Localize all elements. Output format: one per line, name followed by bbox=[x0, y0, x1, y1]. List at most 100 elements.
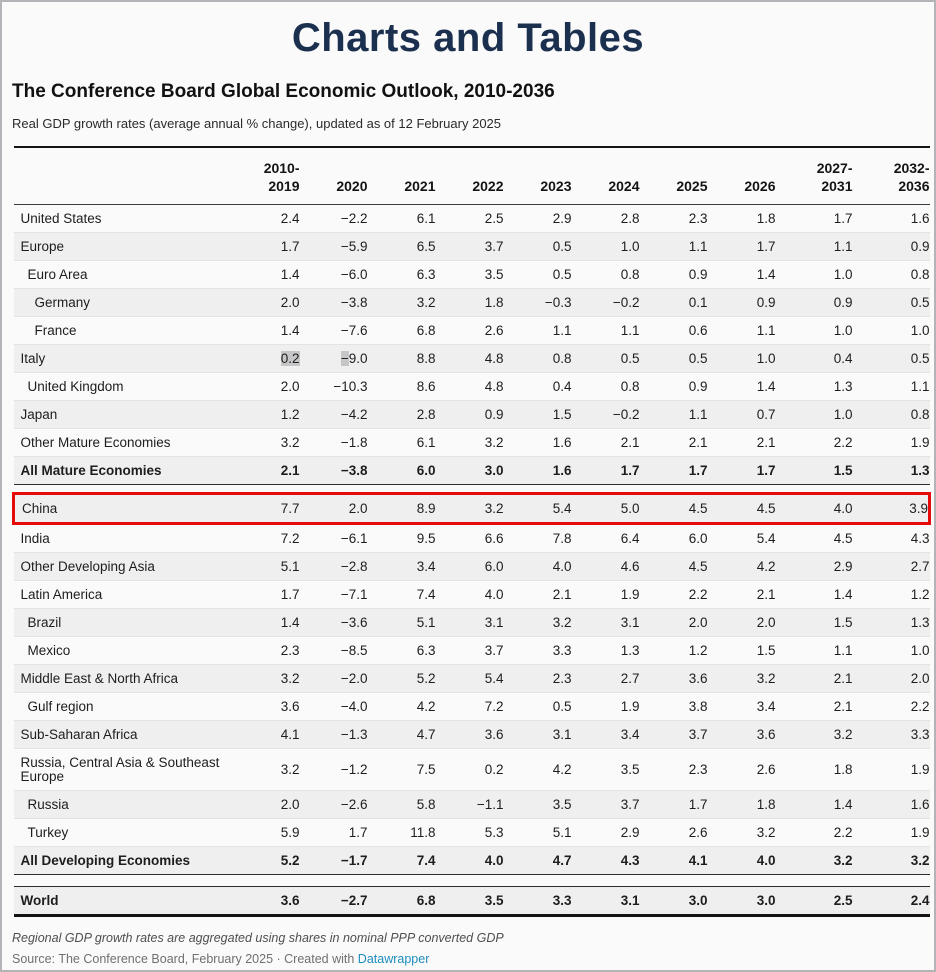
value-cell: 3.5 bbox=[571, 748, 640, 792]
chart-footer: Regional GDP growth rates are aggregated… bbox=[2, 917, 934, 966]
value-cell: 1.0 bbox=[852, 636, 930, 666]
value-cell: −6.1 bbox=[299, 523, 368, 554]
value-cell: 6.8 bbox=[367, 316, 436, 346]
value-cell: 5.1 bbox=[503, 818, 572, 848]
row-label: Italy bbox=[13, 344, 232, 374]
value-cell: 1.0 bbox=[707, 344, 776, 374]
datawrapper-link[interactable]: Datawrapper bbox=[357, 952, 430, 967]
value-cell: 0.5 bbox=[571, 344, 640, 374]
value-cell: 6.0 bbox=[639, 523, 708, 554]
value-cell: 3.2 bbox=[852, 846, 930, 876]
row-label: Euro Area bbox=[13, 260, 232, 290]
value-cell: −8.5 bbox=[299, 636, 368, 666]
value-cell: 2.1 bbox=[775, 664, 853, 694]
value-cell: 2.5 bbox=[775, 886, 853, 918]
row-spacer bbox=[14, 875, 930, 887]
value-cell: 0.6 bbox=[639, 316, 708, 346]
value-cell: 3.6 bbox=[707, 720, 776, 750]
value-cell: 1.2 bbox=[639, 636, 708, 666]
chart-description: Real GDP growth rates (average annual % … bbox=[12, 116, 502, 131]
value-cell: 1.4 bbox=[775, 790, 853, 820]
value-cell: 6.3 bbox=[367, 636, 436, 666]
value-cell: 4.0 bbox=[707, 846, 776, 876]
value-cell: 9.5 bbox=[367, 523, 436, 554]
value-cell: 2.2 bbox=[775, 818, 853, 848]
table-row-world: World 3.6 −2.7 6.8 3.5 3.3 3.1 3.0 3.0 2.5 2.4 bbox=[13, 886, 930, 918]
value-cell: 2.0 bbox=[299, 492, 368, 526]
value-cell: 5.3 bbox=[435, 818, 504, 848]
value-cell: 3.2 bbox=[707, 818, 776, 848]
value-cell: 2.3 bbox=[231, 636, 300, 666]
value-cell: 2.9 bbox=[571, 818, 640, 848]
source-line: Source: The Conference Board, February 2… bbox=[12, 952, 924, 966]
column-header: 2025 bbox=[639, 146, 708, 206]
value-cell: 6.0 bbox=[367, 456, 436, 486]
value-cell: 5.1 bbox=[231, 552, 300, 582]
value-cell: 4.5 bbox=[707, 492, 776, 526]
table-row-russia-central-asia-southeast-europe: Russia, Central Asia & Southeast Europe 3… bbox=[13, 748, 930, 792]
value-cell: 2.2 bbox=[775, 428, 853, 458]
value-cell: 1.1 bbox=[571, 316, 640, 346]
value-cell: 11.8 bbox=[367, 818, 436, 848]
value-cell: 1.0 bbox=[852, 316, 930, 346]
row-spacer bbox=[14, 485, 930, 494]
value-cell: 2.6 bbox=[639, 818, 708, 848]
value-cell: 1.6 bbox=[852, 790, 930, 820]
row-label: Gulf region bbox=[13, 692, 232, 722]
value-cell: 6.6 bbox=[435, 523, 504, 554]
value-cell: 1.4 bbox=[231, 260, 300, 290]
value-cell: −0.2 bbox=[571, 288, 640, 318]
value-cell: 7.8 bbox=[503, 523, 572, 554]
value-cell: 3.2 bbox=[231, 664, 300, 694]
value-cell: 3.7 bbox=[435, 636, 504, 666]
row-label: Brazil bbox=[13, 608, 232, 638]
row-label: Other Mature Economies bbox=[13, 428, 232, 458]
table-row-gulf-region: Gulf region 3.6 −4.0 4.2 7.2 0.5 1.9 3.8 3.4 2.1 2… bbox=[13, 692, 930, 722]
value-cell: 1.8 bbox=[435, 288, 504, 318]
value-cell: 3.1 bbox=[503, 720, 572, 750]
value-cell: −2.6 bbox=[299, 790, 368, 820]
table-row-brazil: Brazil 1.4 −3.6 5.1 3.1 3.2 3.1 2.0 2.0 1.5 1.3 bbox=[13, 608, 930, 638]
value-cell: 0.5 bbox=[852, 344, 930, 374]
value-cell: 1.9 bbox=[571, 692, 640, 722]
value-cell: 3.6 bbox=[639, 664, 708, 694]
value-cell: 1.3 bbox=[852, 608, 930, 638]
value-cell: 0.5 bbox=[503, 260, 572, 290]
value-cell: 1.1 bbox=[775, 232, 853, 262]
value-cell: 1.0 bbox=[775, 316, 853, 346]
table-header: 2010- 2019 2020 2021 2022 2023 2024 2025 2026 20… bbox=[13, 146, 930, 206]
value-cell: 2.7 bbox=[852, 552, 930, 582]
table-row-france: France 1.4 −7.6 6.8 2.6 1.1 1.1 0.6 1.1 1.0 1.0 bbox=[13, 316, 930, 346]
value-cell: 1.4 bbox=[707, 372, 776, 402]
source-text: Source: The Conference Board, February 2… bbox=[12, 952, 358, 967]
value-cell: 0.9 bbox=[775, 288, 853, 318]
value-cell: −10.3 bbox=[299, 372, 368, 402]
value-cell: 0.4 bbox=[503, 372, 572, 402]
table-row-sub-saharan-africa: Sub-Saharan Africa 4.1 −1.3 4.7 3.6 3.1 3.4 3.7… bbox=[13, 720, 930, 750]
row-label: France bbox=[13, 316, 232, 346]
row-label: India bbox=[13, 523, 232, 554]
value-cell: 1.2 bbox=[231, 400, 300, 430]
value-cell: 1.7 bbox=[639, 456, 708, 486]
value-cell: 2.0 bbox=[639, 608, 708, 638]
value-cell: 3.2 bbox=[231, 428, 300, 458]
value-cell: 1.8 bbox=[707, 204, 776, 234]
column-header: 2022 bbox=[435, 146, 504, 206]
row-label: Russia, Central Asia & Southeast Europe bbox=[13, 748, 232, 792]
page-title: Charts and Tables bbox=[291, 16, 645, 60]
value-cell: 2.4 bbox=[852, 886, 930, 918]
value-cell: 1.7 bbox=[299, 818, 368, 848]
value-cell: 8.8 bbox=[367, 344, 436, 374]
value-cell: 4.7 bbox=[367, 720, 436, 750]
value-cell: 1.5 bbox=[707, 636, 776, 666]
value-cell: −1.7 bbox=[299, 846, 368, 876]
value-cell: 4.2 bbox=[367, 692, 436, 722]
value-cell: 2.1 bbox=[775, 692, 853, 722]
header-row: 2010- 2019 2020 2021 2022 2023 2024 2025 2026 20… bbox=[13, 146, 930, 206]
value-cell: −1.1 bbox=[435, 790, 504, 820]
value-cell: 0.5 bbox=[503, 232, 572, 262]
value-cell: 1.0 bbox=[571, 232, 640, 262]
value-cell: 1.6 bbox=[852, 204, 930, 234]
value-cell: 7.5 bbox=[367, 748, 436, 792]
value-cell: 1.7 bbox=[775, 204, 853, 234]
